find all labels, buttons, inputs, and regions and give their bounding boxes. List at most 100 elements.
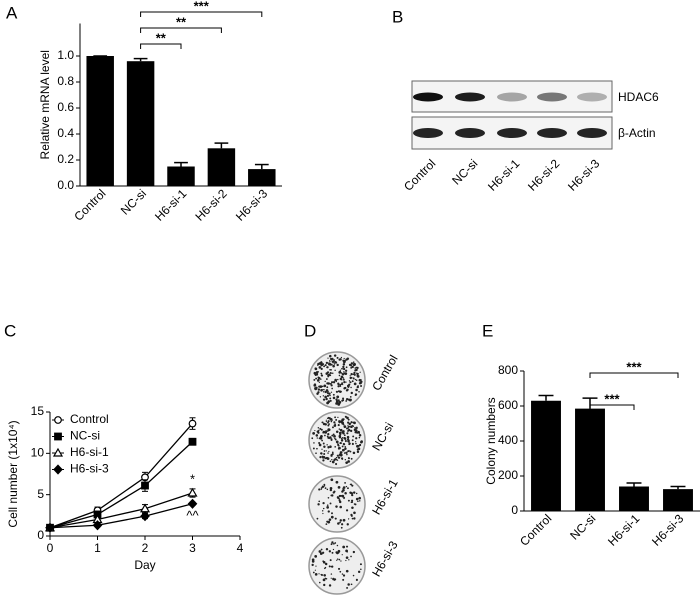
colony-dot [318, 385, 321, 388]
colony-dot [329, 399, 332, 402]
colony-dot [320, 428, 323, 431]
colony-dot [331, 360, 334, 363]
bar [575, 408, 605, 511]
colony-dot [318, 443, 322, 447]
colony-dot [328, 518, 332, 521]
colony-dot [315, 386, 318, 390]
colony-dot [312, 571, 315, 574]
colony-dot [347, 487, 349, 490]
colony-dot [317, 427, 320, 429]
colony-dot [354, 427, 356, 429]
colony-dot [313, 371, 317, 375]
marker [45, 522, 55, 533]
colony-dot [342, 488, 345, 492]
colony-dot [350, 425, 353, 429]
series-line [49, 492, 193, 529]
colony-dot [342, 431, 344, 434]
colony-dot [338, 428, 341, 430]
colony-dot [330, 543, 333, 546]
colony-dot [360, 384, 363, 387]
colony-dot [316, 437, 318, 439]
blot-band [455, 92, 485, 102]
colony-dot [332, 381, 336, 384]
colony-dot [356, 375, 360, 378]
y-tick-label: 0.8 [57, 74, 74, 88]
colony-dot [350, 391, 353, 395]
colony-dot [342, 574, 346, 577]
colony-dot [355, 441, 357, 443]
error-bar [670, 485, 686, 490]
colony-dot [326, 520, 329, 523]
colony-dot [318, 488, 321, 491]
colony-dot [321, 439, 324, 442]
colony-dot [315, 377, 318, 380]
colony-dot [322, 502, 325, 505]
significance-bracket [140, 43, 182, 49]
colony-dot [312, 447, 315, 450]
y-tick-label: 1.0 [57, 48, 74, 62]
x-tick-label: H6-si-1 [152, 186, 189, 223]
colony-dot [336, 559, 338, 561]
colony-dot [318, 442, 321, 445]
colony-dot [327, 436, 330, 439]
colony-dot [341, 382, 344, 385]
colony-dot [330, 420, 333, 423]
colony-dot [353, 421, 356, 425]
colony-dot [338, 558, 341, 561]
colony-dot [345, 559, 347, 562]
colony-dot [330, 515, 334, 519]
legend-label: NC-si [70, 429, 100, 443]
colony-dot [352, 361, 355, 363]
colony-dot [353, 517, 356, 520]
colony-dot [318, 581, 321, 584]
colony-dot [322, 398, 326, 401]
colony-dot [316, 517, 319, 520]
colony-dot [346, 453, 348, 456]
colony-dot [327, 382, 330, 385]
colony-dot [331, 551, 334, 554]
colony-dot [352, 574, 355, 577]
colony-dot [354, 367, 357, 369]
significance-label: ** [156, 30, 167, 45]
colony-dot [346, 586, 349, 589]
colony-dot [330, 565, 333, 568]
marker [187, 498, 198, 509]
y-tick-label: 0.2 [57, 152, 74, 166]
colony-dot [335, 419, 337, 421]
series-line [49, 423, 193, 529]
bar [86, 56, 114, 186]
blot-frame [411, 80, 613, 113]
colony-dot [335, 551, 338, 554]
colony-dot [329, 502, 332, 505]
colony-dot [345, 549, 348, 552]
colony-dot [333, 458, 336, 462]
colony-dot [342, 378, 345, 381]
colony-dot [324, 390, 327, 394]
plate-label: H6-si-1 [369, 476, 401, 517]
panel-label: A [6, 3, 18, 22]
colony-dot [352, 363, 356, 367]
colony-dot [356, 448, 360, 451]
colony-dot [331, 494, 334, 497]
colony-dot [325, 420, 327, 423]
colony-dot [338, 446, 341, 450]
colony-dot [351, 484, 354, 487]
colony-dot [347, 421, 350, 424]
colony-dot [337, 522, 340, 525]
colony-dot [350, 372, 353, 376]
colony-dot [327, 452, 329, 454]
colony-dot [337, 416, 339, 419]
y-tick-label: 600 [498, 398, 518, 412]
colony-dot [360, 380, 363, 383]
colony-dot [348, 425, 351, 428]
colony-dot [340, 437, 343, 440]
colony-dot [349, 422, 351, 425]
colony-dot [338, 358, 341, 361]
colony-dot [351, 380, 354, 383]
y-tick-label: 0 [37, 528, 44, 542]
colony-dot [358, 390, 360, 393]
colony-dot [321, 421, 324, 424]
y-tick-label: 200 [498, 468, 518, 482]
colony-dot [359, 500, 361, 502]
